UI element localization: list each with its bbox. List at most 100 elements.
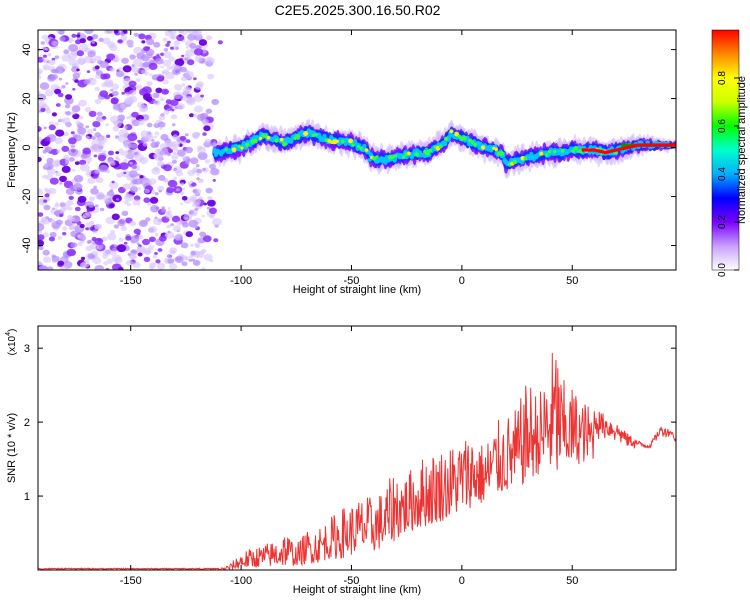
noise-blob — [94, 86, 100, 91]
noise-blob — [188, 254, 194, 259]
ridge-peak-dot — [394, 154, 398, 158]
noise-blob — [110, 88, 114, 92]
noise-blob — [156, 75, 165, 82]
spectrogram-noise-blobs — [38, 30, 223, 270]
noise-blob — [202, 168, 206, 171]
noise-blob — [186, 139, 191, 143]
noise-blob — [99, 60, 109, 69]
noise-blob — [68, 157, 75, 162]
noise-blob — [107, 150, 114, 156]
noise-blob — [167, 258, 175, 264]
noise-blob — [43, 199, 48, 203]
noise-blob — [137, 245, 141, 249]
noise-blob — [152, 217, 163, 226]
noise-blob — [88, 203, 95, 208]
noise-blob — [133, 32, 139, 37]
noise-blob — [54, 210, 61, 216]
noise-blob — [92, 121, 101, 128]
noise-blob — [153, 41, 161, 48]
noise-blob — [92, 256, 102, 264]
noise-blob — [49, 219, 56, 224]
noise-blob — [42, 64, 51, 71]
noise-blob — [138, 219, 148, 227]
noise-blob — [179, 66, 187, 73]
noise-blob — [51, 254, 56, 258]
noise-blob — [167, 179, 178, 188]
ridge-peak-dot — [499, 151, 505, 157]
noise-blob — [164, 30, 174, 37]
noise-blob — [79, 32, 86, 38]
noise-blob — [108, 181, 119, 189]
noise-blob — [163, 51, 172, 59]
noise-blob — [167, 40, 171, 44]
noise-blob — [121, 210, 129, 216]
snr-multiplier: (x104) — [5, 329, 18, 356]
noise-blob — [43, 204, 51, 211]
noise-blob — [76, 34, 81, 38]
noise-blob — [74, 79, 79, 83]
noise-blob — [124, 193, 134, 202]
snr-x-tick-label: -150 — [120, 575, 142, 587]
noise-blob — [44, 136, 51, 142]
noise-blob — [193, 48, 204, 56]
noise-blob — [134, 72, 138, 76]
noise-blob — [70, 131, 75, 135]
noise-blob — [205, 187, 213, 194]
spectrogram-x-tick-label: -100 — [230, 275, 252, 287]
noise-blob — [197, 152, 208, 160]
noise-blob — [153, 135, 158, 139]
ridge-peak-dot — [279, 137, 284, 142]
noise-blob — [65, 267, 69, 270]
noise-blob — [157, 185, 165, 192]
noise-blob — [82, 147, 91, 155]
noise-blob — [130, 149, 141, 158]
noise-blob — [38, 56, 44, 63]
noise-blob — [113, 30, 119, 34]
noise-blob — [42, 249, 50, 256]
noise-blob — [170, 99, 179, 106]
noise-blob — [159, 143, 168, 150]
noise-blob — [146, 81, 153, 87]
noise-blob — [148, 62, 158, 70]
noise-blob — [161, 148, 170, 156]
noise-blob — [203, 253, 213, 261]
noise-blob — [46, 266, 54, 270]
noise-blob — [132, 261, 141, 269]
noise-blob — [108, 203, 115, 208]
noise-blob — [65, 82, 69, 85]
noise-blob — [207, 196, 213, 201]
ridge-peak-dot — [457, 134, 462, 139]
noise-blob — [86, 209, 91, 213]
noise-blob — [47, 53, 52, 57]
noise-blob — [106, 53, 116, 61]
noise-blob — [74, 206, 81, 212]
noise-blob — [171, 215, 181, 223]
noise-blob — [166, 224, 171, 229]
snr-background — [38, 326, 676, 570]
noise-blob — [94, 237, 104, 245]
noise-blob — [167, 207, 171, 210]
noise-blob — [120, 103, 127, 110]
noise-blob — [48, 59, 56, 66]
noise-blob — [41, 174, 47, 179]
ridge-peak-dot — [404, 152, 409, 156]
noise-blob — [107, 158, 115, 164]
noise-blob — [155, 58, 164, 65]
noise-blob — [185, 71, 195, 79]
noise-blob — [137, 118, 145, 126]
colorbar-tick-label: 0.4 — [717, 167, 728, 181]
noise-blob — [173, 167, 178, 171]
noise-blob — [179, 135, 187, 141]
noise-blob — [87, 239, 92, 244]
noise-blob — [43, 187, 49, 192]
noise-blob — [54, 203, 60, 208]
noise-blob — [93, 154, 98, 158]
colorbar-tick-label: 0.0 — [717, 263, 728, 277]
noise-blob — [76, 57, 87, 65]
noise-blob — [212, 179, 216, 182]
noise-blob — [42, 54, 48, 58]
noise-blob — [168, 149, 174, 153]
noise-blob — [58, 77, 63, 81]
noise-blob — [196, 173, 200, 176]
